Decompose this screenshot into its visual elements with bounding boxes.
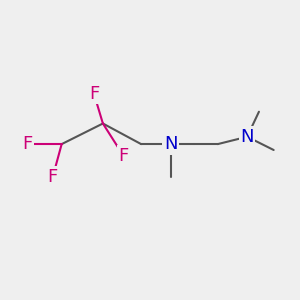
Text: F: F bbox=[23, 135, 33, 153]
Text: F: F bbox=[48, 167, 58, 185]
Text: F: F bbox=[89, 85, 99, 103]
Text: N: N bbox=[240, 128, 254, 146]
Text: N: N bbox=[164, 135, 177, 153]
Text: F: F bbox=[118, 147, 129, 165]
